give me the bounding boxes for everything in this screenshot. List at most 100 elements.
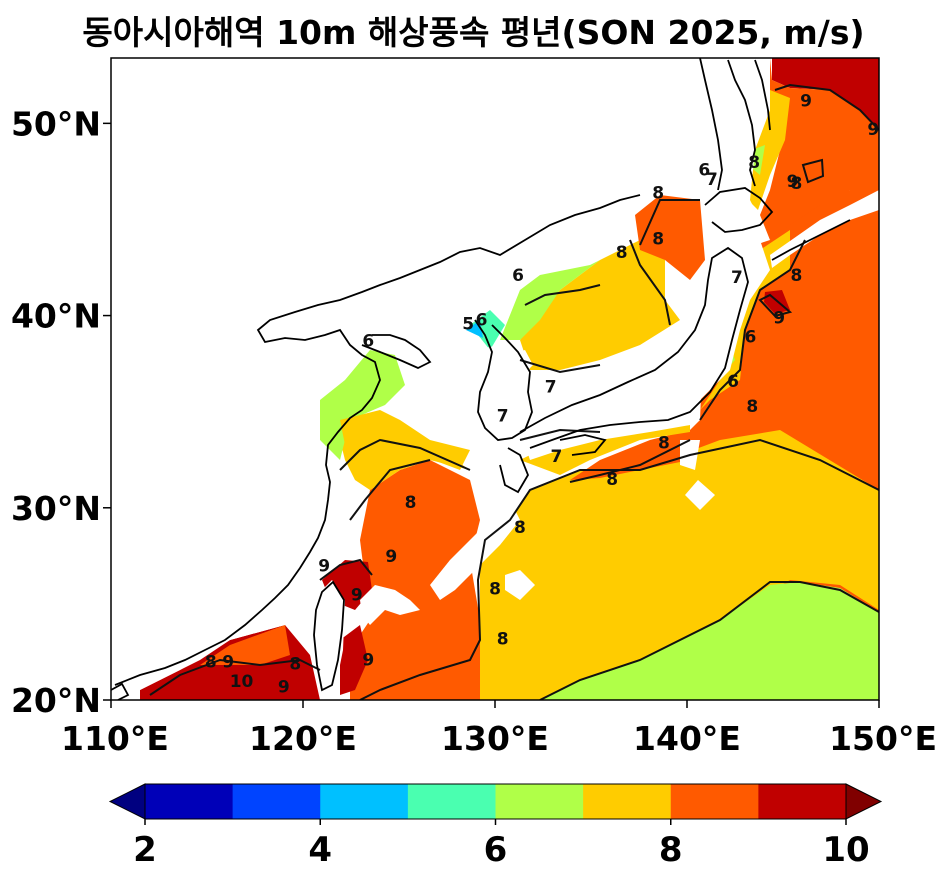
contour-label: 9 [362,651,374,671]
contour-label: 6 [698,160,710,180]
contour-label: 6 [362,332,374,352]
coastline-shandong [361,334,432,369]
coastline-kurils [771,219,851,261]
land-mask-small [505,570,535,600]
contour-label: 9 [800,91,812,111]
fill-band-5-6-east-sea [470,310,505,350]
lon-tick-label: 110°E [61,719,169,758]
contour-line [524,284,601,306]
land-mask-okinawa [430,500,520,600]
contour-label: 6 [476,310,488,330]
contour-label: 8 [746,397,758,417]
contour-line [149,658,321,696]
contour-line [629,239,671,326]
colorbar-segment [583,784,672,819]
contour-label: 8 [205,653,217,673]
fill-band-8-9-south-china [200,625,290,665]
lon-tick-label: 130°E [441,719,549,758]
land-mask-taiwan [312,580,345,700]
contour-label: 6 [727,372,739,392]
fill-band-7-8-east-sea [520,240,680,370]
contour-label: 8 [489,580,501,600]
colorbar-tick-label: 6 [484,830,508,870]
colorbar-segment [758,784,847,819]
contour-label: 8 [616,243,628,263]
contour-label: 5 [462,314,474,334]
contour-line [319,558,373,581]
colorbar-under-arrow [108,783,146,820]
coastline-hainan [111,682,130,700]
coastline-hokkaido [704,187,774,233]
fill-band-8-9-ecs [350,460,480,700]
contour-line [758,293,793,318]
contour-label: 9 [222,653,234,673]
land-mask-korea [468,340,520,440]
contour-label: 7 [545,378,557,398]
contour-label: 10 [230,672,254,692]
colorbar-over-arrow [845,783,883,820]
contour-label: 8 [791,266,803,286]
fill-band-6-7-yellow-sea [320,350,405,460]
longitude-labels: 110°E 120°E 130°E 140°E 150°E [61,700,937,758]
coastline-korea [474,319,533,441]
contour-label: 8 [658,433,670,453]
fill-band-9-10-east-taiwan [340,625,368,695]
contour-label: 6 [744,328,756,348]
fill-band-7-8-south [480,430,879,700]
contour-label: 7 [731,268,743,288]
colorbar-segment [670,784,759,819]
land-mask-kurils [770,190,879,268]
contour-line [569,439,691,483]
colorbar-segment [232,784,321,819]
coastline-shikoku [559,434,607,456]
contour-line [359,438,879,700]
colorbar-segment [495,784,584,819]
contour-line [519,359,601,374]
land-mask-small [508,350,533,380]
latitude-labels: 50°N 40°N 30°N 20°N [11,104,111,720]
fill-band-7-8-south-japan [520,425,690,475]
contour-label: 9 [867,120,879,140]
contour-label: 9 [351,585,363,605]
contour-line [349,459,431,521]
contour-label: 8 [606,470,618,490]
contour-line [339,438,471,471]
lat-tick-label: 30°N [11,489,101,528]
contour-label: 8 [652,184,664,204]
contour-label: 8 [652,230,664,250]
lat-tick-label: 20°N [11,681,101,720]
fill-band-6-7-south [540,582,879,700]
contour-line [519,428,601,441]
contour-label: 9 [773,308,785,328]
contour-label: 9 [787,172,799,192]
contour-label: 9 [385,547,397,567]
coastline-taiwan [313,580,345,692]
colorbar-segment [407,784,496,819]
colorbar-tick-label: 4 [308,830,332,870]
contour-label: 8 [497,629,509,649]
contour-label: 8 [748,153,760,173]
map-area [111,58,879,700]
land-mask-hokkaido-sakhalin [700,58,770,230]
contour-label: 9 [278,678,290,698]
land-mask-ryukyu [360,585,420,625]
lon-tick-label: 140°E [633,719,741,758]
contour-label: 8 [405,493,417,513]
colorbar: 2 4 6 8 10 [108,783,883,870]
contour-label: 8 [791,174,803,194]
colorbar-tick-label: 10 [822,830,869,870]
fill-band-6-7-east-sea [500,260,600,340]
coastline-china [114,194,641,686]
lat-tick-label: 40°N [11,297,101,336]
contour-line [639,199,700,246]
lon-tick-label: 120°E [249,719,357,758]
contour-label: 8 [514,518,526,538]
contour-label: 6 [512,266,524,286]
contour-line [539,581,879,700]
map-title: 동아시아해역 10m 해상풍속 평년(SON 2025, m/s) [82,13,865,52]
contour-label: 7 [551,447,563,467]
fill-band-7-8-okhotsk [748,90,790,210]
lon-tick-label: 150°E [829,719,937,758]
